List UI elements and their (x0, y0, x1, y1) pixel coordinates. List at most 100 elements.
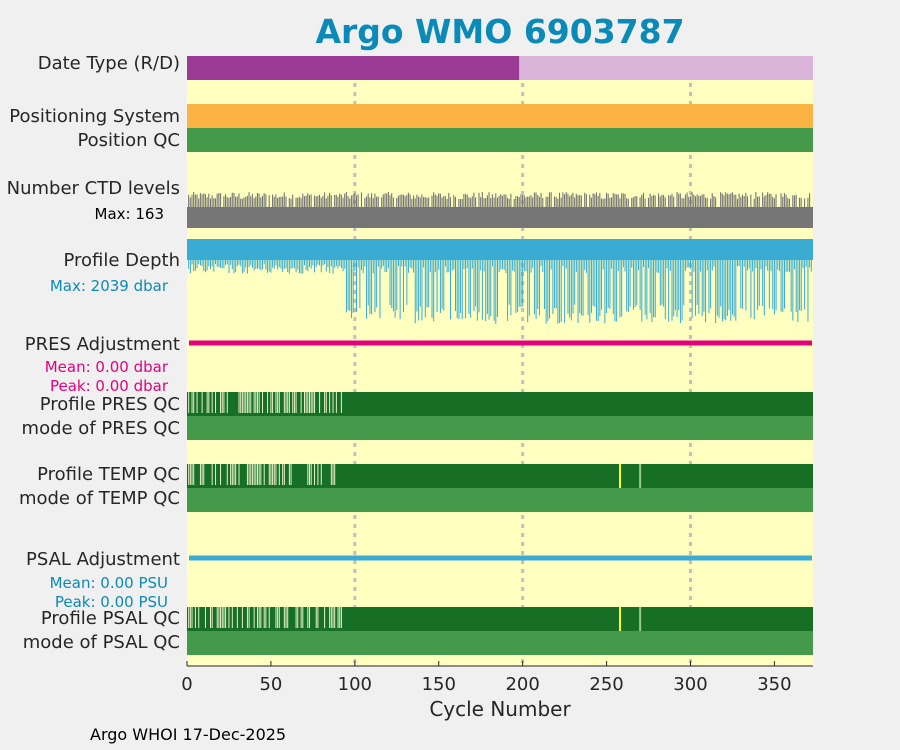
x-tick-label: 250 (589, 674, 623, 695)
profile-depth-bar (493, 260, 495, 321)
profile-depth-bar (726, 260, 728, 316)
profile-pres-qc-stripe (305, 392, 307, 413)
profile-pres-qc-stripe (312, 392, 314, 413)
profile-depth-bar (272, 260, 274, 268)
profile-depth-bar (780, 260, 782, 312)
profile-depth-bar (684, 260, 686, 271)
profile-depth-bar (742, 260, 744, 309)
profile-depth-bar (357, 260, 359, 268)
profile-depth-bar (300, 260, 302, 274)
profile-psal-qc-stripe (236, 607, 238, 628)
profile-depth-bar (777, 260, 779, 270)
profile-depth-bar (290, 260, 292, 269)
profile-depth-bar (295, 260, 297, 273)
profile-depth-bar (371, 260, 373, 315)
profile-depth-bar (701, 260, 703, 317)
profile-depth-bar (245, 260, 247, 268)
profile-depth-bar (275, 260, 277, 266)
profile-temp-qc-stripe (314, 464, 316, 485)
profile-depth-bar (354, 260, 356, 272)
profile-depth-bar (401, 260, 403, 267)
profile-pres-qc-stripe (243, 392, 245, 413)
profile-depth-bar (711, 260, 713, 271)
profile-depth-bar (505, 260, 507, 273)
profile-depth-bar (241, 260, 243, 274)
profile-pres-qc-stripe (241, 392, 243, 413)
profile-depth-bar (473, 260, 475, 312)
label-profile-pres-qc: Profile PRES QC (39, 394, 180, 415)
profile-temp-qc-stripe (251, 464, 253, 485)
label-date-type: Date Type (R/D) (37, 53, 180, 74)
profile-depth-bar (347, 260, 349, 310)
profile-depth-bar (444, 260, 446, 267)
profile-depth-bar (441, 260, 443, 309)
profile-depth-bar (632, 260, 634, 310)
profile-depth-bar (596, 260, 598, 321)
profile-depth-bar (767, 260, 769, 271)
profile-temp-qc-flag (618, 464, 621, 488)
profile-depth-bar (752, 260, 754, 272)
profile-depth-bar (413, 260, 415, 273)
profile-depth-bar (496, 260, 498, 317)
profile-depth-bar (584, 260, 586, 271)
profile-depth-bar (215, 260, 217, 265)
profile-psal-qc-stripe (324, 607, 326, 628)
profile-depth-bar (799, 260, 801, 311)
profile-depth-bar (606, 260, 608, 314)
profile-depth-bar (376, 260, 378, 308)
profile-depth-bar (344, 260, 346, 269)
profile-depth-bar (285, 260, 287, 269)
profile-depth-bar (747, 260, 749, 271)
profile-depth-bar (424, 260, 426, 318)
profile-depth-bar (451, 260, 453, 271)
profile-depth-bar (723, 260, 725, 320)
label-mode-pres-qc: mode of PRES QC (21, 418, 180, 439)
profile-depth-bar (703, 260, 705, 312)
profile-depth-bar (753, 260, 755, 320)
profile-depth-bar (540, 260, 542, 267)
profile-depth-bar (339, 260, 341, 267)
profile-depth-bar (206, 260, 208, 271)
profile-depth-bar (555, 260, 557, 309)
profile-depth-bar (538, 260, 540, 316)
profile-psal-qc-stripe (194, 607, 196, 628)
profile-depth-bar (448, 260, 450, 273)
profile-temp-qc-stripe (332, 464, 334, 485)
profile-depth-bar (250, 260, 252, 265)
profile-psal-qc-stripe (189, 607, 191, 628)
profile-depth-bar (329, 260, 331, 273)
profile-temp-qc-stripe (256, 464, 258, 485)
profile-depth-bar (330, 260, 332, 267)
profile-depth-bar (730, 260, 732, 321)
label-mode-temp-qc: mode of TEMP QC (18, 488, 180, 509)
profile-depth-bar (663, 260, 665, 307)
profile-depth-bar (283, 260, 285, 269)
profile-temp-qc-stripe (246, 464, 248, 485)
mode-pres-qc-bar (187, 416, 813, 440)
profile-psal-qc-stripe (315, 607, 317, 628)
profile-depth-bar (399, 260, 401, 320)
profile-temp-qc-stripe (233, 464, 235, 485)
profile-depth-bar (418, 260, 420, 321)
profile-psal-qc-stripe (275, 607, 277, 628)
profile-depth-bar (287, 260, 289, 273)
profile-depth-bar (648, 260, 650, 269)
profile-pres-qc-stripe (208, 392, 210, 413)
profile-depth-bar (653, 260, 655, 317)
profile-psal-qc-stripe (277, 607, 279, 628)
profile-pres-qc-stripe (255, 392, 257, 413)
profile-pres-qc-stripe (226, 392, 228, 413)
profile-psal-qc-stripe (209, 607, 211, 628)
profile-temp-qc-stripe (288, 464, 290, 485)
profile-depth-bar (362, 260, 364, 274)
profile-depth-bar (216, 260, 218, 267)
profile-depth-bar (372, 260, 374, 274)
profile-depth-bar (515, 260, 517, 313)
profile-depth-bar (243, 260, 245, 272)
ctd-levels-max: Max: 163 (94, 205, 164, 223)
profile-depth-bar (196, 260, 198, 269)
profile-pres-qc-stripe (293, 392, 295, 413)
profile-psal-qc-stripe (231, 607, 233, 628)
profile-depth-bar (238, 260, 240, 265)
profile-psal-qc-stripe (220, 607, 222, 628)
